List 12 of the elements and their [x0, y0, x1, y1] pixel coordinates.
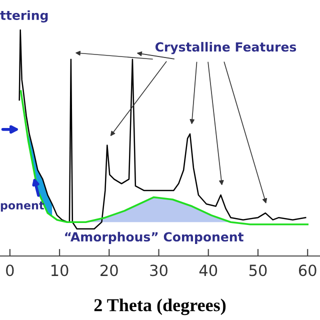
x-tick-label: 50 [249, 264, 267, 276]
text: ttering [0, 10, 48, 23]
annotation: Crystalline Features [155, 42, 296, 54]
x-tick-label: 10 [51, 264, 68, 276]
annotation: ponent [0, 202, 44, 212]
x-tick-label: 60 [298, 264, 316, 276]
x-tick-label: 20 [100, 264, 118, 276]
x-axis-title: 2 Theta (degrees) [94, 298, 226, 316]
x-tick-label: 0 [6, 264, 14, 276]
annotation: “Amorphous” Component [65, 232, 244, 244]
x-tick-label: 40 [199, 264, 218, 276]
x-tick-label: 30 [150, 264, 168, 276]
